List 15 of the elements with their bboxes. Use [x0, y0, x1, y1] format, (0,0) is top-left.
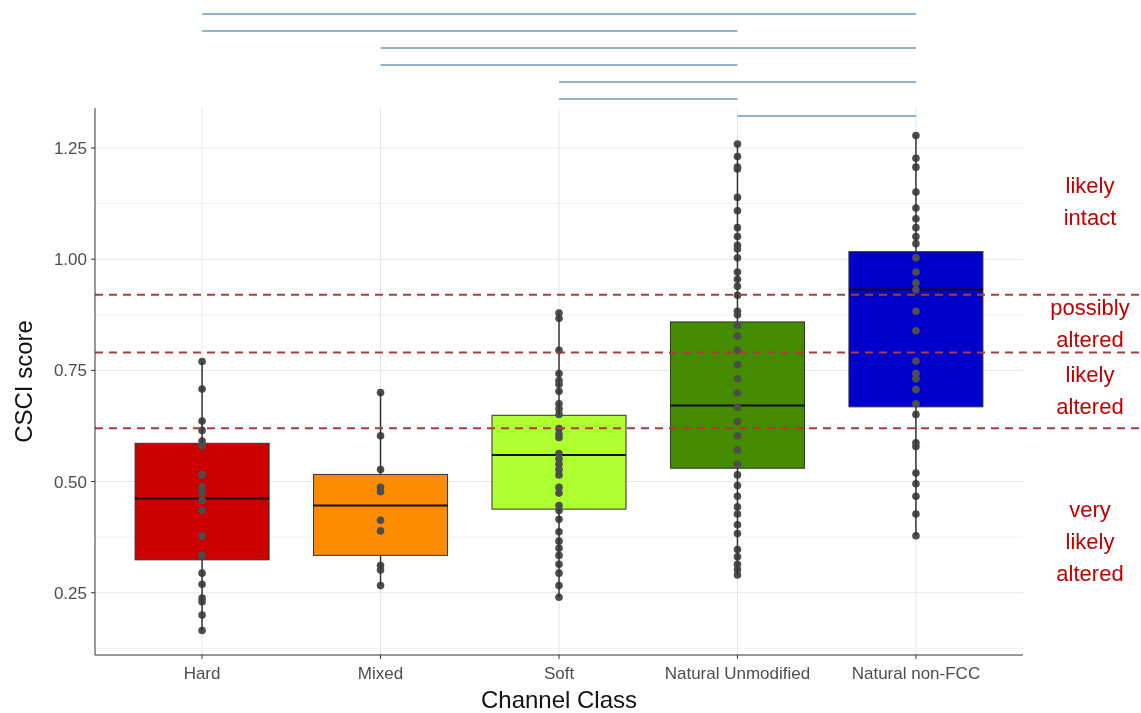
- text: likely altered: [1056, 362, 1124, 420]
- text: very likely altered: [1056, 497, 1124, 587]
- x-axis-title: Channel Class: [480, 686, 638, 713]
- x-tick-label: Natural Unmodified: [664, 664, 811, 683]
- y-tick-label: 0.50: [53, 472, 87, 492]
- x-tick-label: Soft: [543, 664, 575, 683]
- y-tick-label: 0.25: [53, 583, 87, 603]
- y-tick-label: 1.25: [53, 138, 87, 158]
- y-tick-label: 1.00: [53, 250, 87, 270]
- y-tick-label: 0.75: [53, 361, 87, 381]
- x-tick-label: Mixed: [357, 664, 404, 683]
- x-tick-label: Hard: [183, 664, 221, 683]
- text: likely intact: [1063, 173, 1117, 231]
- y-axis-title: CSCI score: [10, 320, 37, 443]
- x-tick-label: Natural non-FCC: [851, 664, 981, 683]
